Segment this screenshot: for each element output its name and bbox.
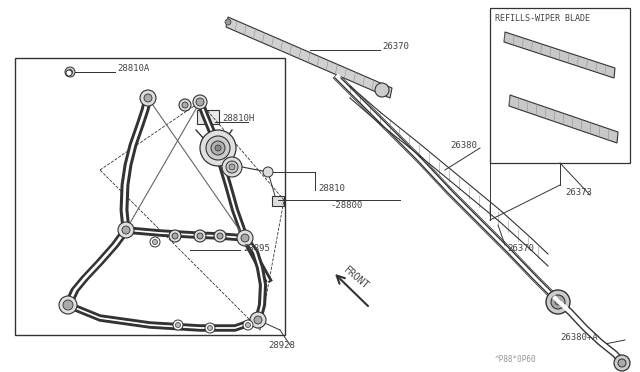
Circle shape	[197, 233, 203, 239]
Circle shape	[152, 240, 157, 244]
Circle shape	[618, 359, 626, 367]
Circle shape	[241, 234, 249, 242]
Text: 26373: 26373	[565, 187, 592, 196]
Circle shape	[144, 94, 152, 102]
Polygon shape	[509, 95, 618, 143]
Bar	[272, 196, 284, 206]
Circle shape	[263, 167, 273, 177]
Text: 28895: 28895	[243, 244, 270, 253]
Circle shape	[243, 320, 253, 330]
Circle shape	[207, 326, 212, 330]
Circle shape	[206, 136, 230, 160]
Circle shape	[237, 230, 253, 246]
Circle shape	[246, 323, 250, 327]
Circle shape	[141, 91, 155, 105]
Polygon shape	[226, 17, 392, 98]
Circle shape	[551, 295, 565, 309]
Circle shape	[66, 70, 72, 76]
Text: 28810: 28810	[318, 183, 345, 192]
Circle shape	[375, 83, 389, 97]
Circle shape	[546, 290, 570, 314]
Circle shape	[59, 296, 77, 314]
Circle shape	[614, 355, 630, 371]
Circle shape	[179, 99, 191, 111]
Bar	[15, 58, 285, 335]
Text: REFILLS-WIPER BLADE: REFILLS-WIPER BLADE	[495, 13, 590, 22]
Circle shape	[173, 320, 183, 330]
Circle shape	[211, 141, 225, 155]
Circle shape	[144, 94, 152, 102]
Text: 26380: 26380	[450, 141, 477, 150]
Text: 28810H: 28810H	[222, 113, 254, 122]
Text: 28928: 28928	[268, 340, 295, 350]
Circle shape	[200, 130, 236, 166]
Circle shape	[194, 230, 206, 242]
Circle shape	[182, 102, 188, 108]
Circle shape	[169, 230, 181, 242]
Circle shape	[205, 323, 215, 333]
Text: 26370: 26370	[507, 244, 534, 253]
Circle shape	[67, 70, 72, 74]
Bar	[197, 110, 219, 124]
Text: FRONT: FRONT	[342, 265, 371, 291]
Circle shape	[118, 222, 134, 238]
Circle shape	[150, 237, 160, 247]
Circle shape	[196, 98, 204, 106]
Circle shape	[122, 226, 130, 234]
Text: 28810A: 28810A	[117, 64, 149, 73]
Circle shape	[193, 95, 207, 109]
Circle shape	[555, 299, 561, 305]
Circle shape	[217, 233, 223, 239]
Bar	[490, 8, 630, 163]
Text: 26380+A: 26380+A	[560, 334, 598, 343]
Polygon shape	[504, 32, 615, 78]
Circle shape	[175, 323, 180, 327]
Text: -28800: -28800	[330, 201, 362, 209]
Circle shape	[226, 161, 238, 173]
Circle shape	[250, 312, 266, 328]
Circle shape	[229, 164, 235, 170]
Circle shape	[65, 67, 75, 77]
Circle shape	[172, 233, 178, 239]
Circle shape	[63, 300, 73, 310]
Text: ^P88*0P60: ^P88*0P60	[495, 356, 536, 365]
Circle shape	[215, 145, 221, 151]
Circle shape	[254, 316, 262, 324]
Circle shape	[214, 230, 226, 242]
Text: 26370: 26370	[382, 42, 409, 51]
Circle shape	[140, 90, 156, 106]
Circle shape	[225, 19, 231, 25]
Circle shape	[222, 157, 242, 177]
